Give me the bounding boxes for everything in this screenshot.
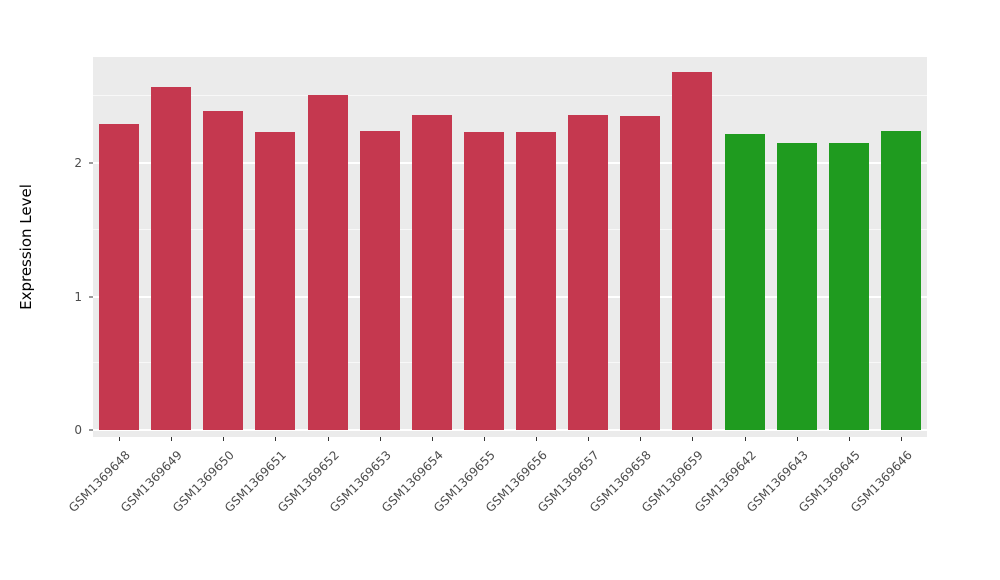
x-tick-mark <box>796 437 798 441</box>
x-tick-mark <box>900 437 902 441</box>
bar <box>880 130 921 430</box>
x-tick-mark <box>483 437 485 441</box>
x-tick-mark <box>119 437 121 441</box>
x-tick-mark <box>640 437 642 441</box>
bar-slot <box>93 57 145 430</box>
bar <box>828 142 869 430</box>
x-tick-mark <box>588 437 590 441</box>
bar <box>776 142 817 430</box>
bar-slot <box>771 57 823 430</box>
bar <box>255 132 296 430</box>
bar-slot <box>249 57 301 430</box>
bar <box>463 132 504 430</box>
minor-gridline <box>93 95 927 97</box>
bar <box>203 110 244 430</box>
bar-slot <box>875 57 927 430</box>
bar <box>568 114 609 430</box>
bar-slot <box>197 57 249 430</box>
x-tick-mark <box>327 437 329 441</box>
x-tick-mark <box>848 437 850 441</box>
y-tick-label: 2 <box>74 156 82 170</box>
bar <box>672 72 713 430</box>
bar <box>151 86 192 430</box>
x-tick-mark <box>379 437 381 441</box>
bar <box>99 124 140 430</box>
bar-slot <box>145 57 197 430</box>
bar-slot <box>406 57 458 430</box>
major-gridline <box>93 162 927 164</box>
bar-slot <box>562 57 614 430</box>
bar-slot <box>666 57 718 430</box>
x-tick-mark <box>171 437 173 441</box>
minor-gridline <box>93 362 927 364</box>
y-tick-mark <box>89 162 93 164</box>
x-tick-mark <box>223 437 225 441</box>
bar-slot <box>354 57 406 430</box>
y-tick-mark <box>89 429 93 431</box>
y-tick-label: 1 <box>74 289 82 304</box>
bar <box>620 116 661 430</box>
x-tick-mark <box>536 437 538 441</box>
major-gridline <box>93 429 927 431</box>
y-tick-label: 0 <box>74 423 82 437</box>
y-axis-title: Expression Level <box>14 57 38 437</box>
major-gridline <box>93 295 927 298</box>
bar-slot <box>614 57 666 430</box>
x-axis-labels: GSM1369648 GSM1369649 GSM1369650 GSM1369651… <box>66 446 927 566</box>
bar <box>307 94 348 430</box>
minor-gridline <box>93 228 927 230</box>
bar-slot <box>302 57 354 430</box>
bar <box>724 133 765 430</box>
x-tick-mark <box>692 437 694 441</box>
bar-slot <box>823 57 875 430</box>
x-tick-mark <box>744 437 746 441</box>
bars-container <box>93 57 927 437</box>
y-tick-mark <box>89 296 93 297</box>
x-tick-mark <box>275 437 277 441</box>
bar-slot <box>458 57 510 430</box>
bar-slot <box>510 57 562 430</box>
bar-slot <box>719 57 771 430</box>
bar <box>516 132 557 430</box>
bar <box>359 130 400 430</box>
bar <box>411 114 452 430</box>
x-tick-mark <box>431 437 433 441</box>
plot-panel <box>93 57 927 437</box>
